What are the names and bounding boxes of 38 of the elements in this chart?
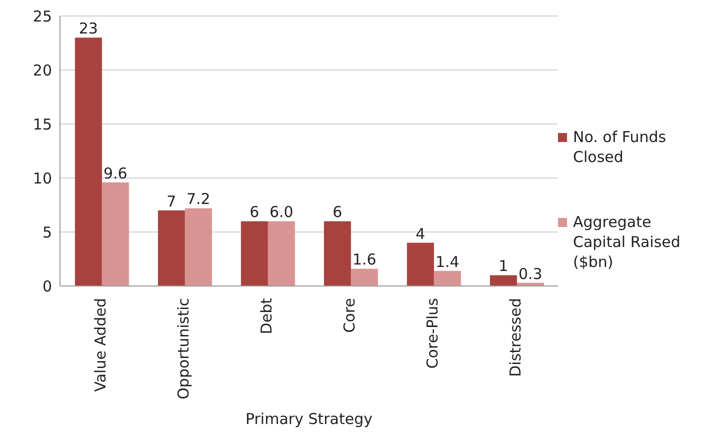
bar [350,268,378,286]
data-label: 9.6 [104,164,128,182]
bar [406,242,434,286]
bar [184,208,212,286]
y-tick-label: 0 [42,277,52,296]
data-label: 23 [78,20,98,38]
x-axis-title: Primary Strategy [245,410,373,428]
x-tick-label: Value Added [92,298,110,392]
bar [324,221,351,286]
legend-label: No. of Funds Closed [573,127,668,167]
y-tick-label: 5 [42,223,52,242]
y-tick-label: 25 [32,7,52,26]
y-tick-label: 20 [32,61,52,80]
data-label: 6.0 [270,203,294,222]
x-tick-label: Distressed [506,298,525,377]
data-label: 1.4 [436,252,460,271]
x-tick-label: Debt [258,298,276,334]
bar [158,210,185,286]
data-label: 1.6 [352,250,376,269]
bar [240,221,268,286]
bar [74,38,102,286]
x-tick-label: Core-Plus [424,298,442,369]
bar [268,221,295,286]
data-label: 6 [332,203,342,222]
bar [490,275,517,286]
data-label: 0.3 [518,264,542,283]
data-label: 1 [498,257,508,276]
data-label: 4 [416,224,426,243]
y-tick-label: 10 [32,169,52,188]
x-tick-label: Opportunistic [174,298,193,400]
y-tick-label: 15 [32,115,52,134]
data-label: 7 [166,192,176,210]
x-tick-label: Core [340,298,359,333]
legend-label: Aggregate Capital Raised ($bn) [573,212,682,272]
bar [102,182,129,286]
data-label: 7.2 [186,190,210,208]
data-label: 6 [250,203,260,222]
bar [434,270,461,286]
